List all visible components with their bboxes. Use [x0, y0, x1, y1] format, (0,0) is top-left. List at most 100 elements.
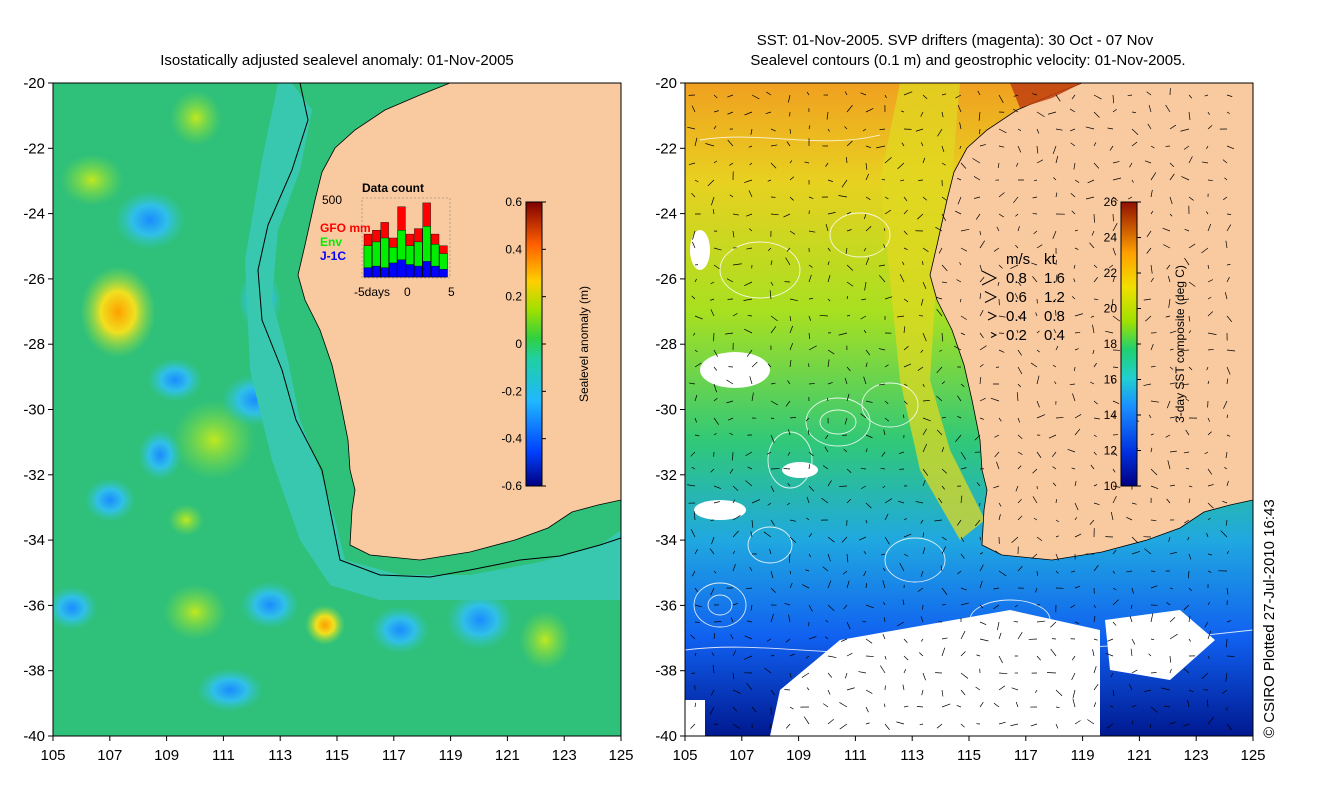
velocity-arrow — [1188, 156, 1193, 164]
x-tick-label: 119 — [439, 747, 463, 764]
velocity-arrow — [804, 161, 810, 164]
velocity-arrow — [915, 501, 924, 504]
right-x-axis: 105 107 109 111 113 115 117 119 121 123 125 — [672, 736, 1266, 764]
velocity-arrow — [880, 553, 886, 556]
velocity-arrow — [787, 380, 791, 385]
velocity-arrow — [1169, 587, 1173, 590]
velocity-arrow — [808, 196, 814, 199]
velocity-arrow — [1093, 362, 1097, 368]
velocity-arrow — [920, 570, 924, 577]
velocity-legend: m/s kt 0.8 1.6 0.6 1.2 0.4 0.8 0.2 0.4 — [981, 251, 1065, 344]
velocity-arrow — [957, 105, 962, 113]
velocity-arrow — [750, 128, 753, 135]
velocity-arrow — [1169, 366, 1174, 370]
velocity-arrow — [941, 332, 944, 342]
velocity-arrow — [1073, 162, 1076, 170]
velocity-arrow — [1112, 108, 1117, 113]
velocity-arrow — [1016, 329, 1019, 334]
velocity-arrow — [957, 395, 962, 402]
velocity-arrow — [1207, 332, 1217, 335]
velocity-arrow — [789, 298, 798, 302]
velocity-arrow — [1013, 621, 1019, 623]
velocity-arrow — [884, 94, 887, 99]
velocity-arrow — [903, 705, 909, 708]
velocity-arrow — [941, 93, 947, 96]
colorbar-tick-label: -0.6 — [501, 479, 522, 493]
velocity-arrow — [1017, 566, 1023, 572]
x-tick-label: 123 — [552, 747, 577, 764]
velocity-arrow — [903, 638, 908, 644]
velocity-arrow — [878, 264, 886, 267]
velocity-arrow — [1188, 315, 1191, 322]
velocity-arrow — [770, 434, 775, 444]
velocity-arrow — [865, 434, 873, 439]
velocity-arrow — [1069, 108, 1076, 113]
velocity-arrow — [1036, 244, 1043, 249]
velocity-arrow — [979, 638, 989, 642]
inset-bar-blue — [439, 269, 448, 278]
velocity-arrow — [1036, 570, 1038, 576]
velocity-arrow — [1168, 298, 1171, 308]
velocity-arrow — [1017, 631, 1023, 640]
velocity-arrow — [920, 638, 924, 642]
velocity-arrow — [998, 721, 1006, 725]
velocity-arrow — [1089, 242, 1095, 249]
velocity-arrow — [726, 278, 734, 283]
velocity-arrow — [917, 366, 924, 371]
y-tick-label: -36 — [23, 597, 45, 614]
velocity-arrow — [959, 145, 962, 150]
velocity-arrow — [1053, 177, 1057, 181]
velocity-legend-ms: 0.2 — [1006, 327, 1027, 344]
inset-bar-blue — [372, 265, 381, 278]
velocity-arrow — [1169, 416, 1179, 419]
velocity-arrow — [1207, 630, 1212, 640]
velocity-arrow — [903, 209, 908, 215]
velocity-arrow — [729, 432, 734, 436]
velocity-arrow — [707, 179, 715, 187]
velocity-arrow — [808, 533, 813, 538]
velocity-arrow — [1129, 615, 1133, 623]
velocity-arrow — [1150, 447, 1153, 453]
velocity-arrow — [902, 684, 905, 691]
velocity-arrow — [996, 226, 1000, 232]
velocity-arrow — [1015, 244, 1019, 249]
velocity-arrow — [1112, 587, 1117, 591]
y-tick-label: -24 — [23, 206, 45, 223]
colorbar-tick-label: 20 — [1104, 302, 1118, 316]
velocity-legend-kt: 0.8 — [1044, 308, 1065, 325]
velocity-arrow — [1012, 108, 1019, 113]
velocity-arrow — [1150, 613, 1154, 623]
colorbar-tick-label: 24 — [1104, 231, 1118, 245]
velocity-arrow — [1091, 230, 1095, 236]
velocity-arrow — [751, 94, 760, 100]
velocity-arrow — [1072, 698, 1076, 708]
velocity-arrow — [789, 325, 793, 334]
velocity-arrow — [732, 603, 738, 606]
x-tick-label: 107 — [729, 747, 754, 764]
velocity-arrow — [941, 468, 948, 474]
velocity-arrow — [1011, 536, 1019, 544]
velocity-arrow — [865, 638, 873, 644]
velocity-arrow — [1112, 247, 1116, 256]
velocity-arrow — [865, 706, 869, 713]
velocity-arrow — [884, 498, 893, 504]
y-tick-label: -26 — [655, 271, 677, 288]
velocity-arrow — [691, 295, 696, 300]
velocity-arrow — [941, 213, 947, 221]
velocity-arrow — [770, 485, 775, 493]
velocity-arrow — [1188, 638, 1191, 642]
velocity-arrow — [1207, 717, 1214, 725]
velocity-arrow — [713, 501, 720, 504]
velocity-arrow — [1131, 111, 1136, 113]
velocity-arrow — [941, 689, 944, 697]
inset-x-mid: 0 — [404, 285, 411, 299]
velocity-arrow — [922, 417, 931, 422]
velocity-arrow — [1143, 298, 1152, 301]
y-tick-label: -32 — [655, 467, 677, 484]
velocity-arrow — [1184, 519, 1190, 524]
velocity-arrow — [1032, 213, 1038, 215]
velocity-arrow — [688, 382, 696, 385]
velocity-arrow — [1074, 533, 1082, 538]
